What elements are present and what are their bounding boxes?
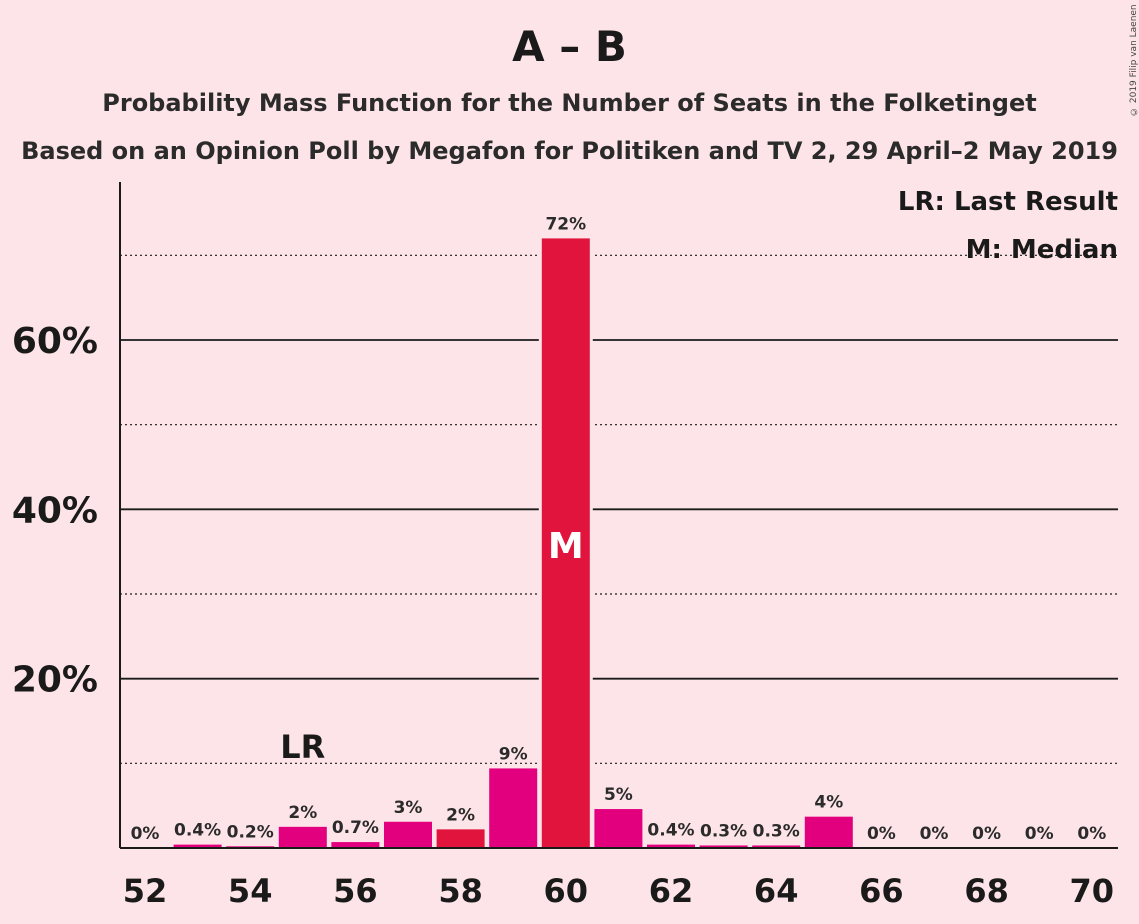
value-label-seat-53: 0.4%	[174, 821, 221, 841]
value-label-seat-69: 0%	[1025, 824, 1054, 844]
legend-last-result: LR: Last Result	[898, 187, 1118, 217]
bar-seat-61	[594, 809, 643, 848]
bar-seat-53	[173, 844, 222, 848]
x-tick-label: 66	[859, 872, 904, 910]
value-label-seat-55: 2%	[288, 803, 317, 823]
bars	[170, 237, 856, 848]
x-tick-label: 60	[544, 872, 589, 910]
bar-seat-60	[541, 238, 590, 848]
y-tick-label: 60%	[12, 321, 98, 362]
bar-seat-57	[384, 821, 432, 848]
bar-seat-58	[436, 829, 485, 848]
value-label-seat-68: 0%	[972, 824, 1001, 844]
value-label-seat-66: 0%	[867, 824, 896, 844]
median-marker: M	[548, 526, 584, 567]
bar-seat-59	[489, 768, 538, 848]
bar-seat-65	[804, 816, 853, 848]
y-tick-label: 40%	[12, 490, 98, 531]
x-tick-label: 58	[438, 872, 483, 910]
legend-median: M: Median	[966, 235, 1118, 265]
value-label-seat-63: 0.3%	[700, 821, 747, 841]
value-label-seat-56: 0.7%	[332, 818, 379, 838]
value-label-seat-54: 0.2%	[227, 822, 274, 842]
bar-seat-63	[699, 845, 748, 848]
x-tick-label: 70	[1070, 872, 1115, 910]
value-label-seat-59: 9%	[499, 744, 528, 764]
bar-seat-64	[752, 845, 801, 848]
x-tick-label: 64	[754, 872, 799, 910]
value-label-seat-61: 5%	[604, 785, 633, 805]
value-label-seat-57: 3%	[394, 798, 423, 818]
chart-source-subtitle: Based on an Opinion Poll by Megafon for …	[21, 137, 1118, 165]
value-label-seat-52: 0%	[131, 824, 160, 844]
value-labels: 0% 0.4% 0.2% 2% 0.7% 3% 2% 9% 72% 5% 0.4% 0.3% 0.3% 4…	[131, 214, 1107, 844]
axes: 20% 40% 60% 52 54 56 58 60 62 64 66 68 70	[12, 182, 1118, 910]
value-label-seat-67: 0%	[920, 824, 949, 844]
chart-title: A – B	[512, 22, 627, 71]
value-label-seat-70: 0%	[1077, 824, 1106, 844]
bar-seat-62	[647, 844, 695, 848]
value-label-seat-65: 4%	[814, 793, 843, 813]
value-label-seat-62: 0.4%	[647, 821, 694, 841]
x-tick-label: 68	[964, 872, 1009, 910]
chart-subtitle: Probability Mass Function for the Number…	[102, 89, 1037, 117]
bar-seat-55	[278, 826, 327, 848]
grid-lines	[120, 254, 1118, 764]
x-tick-label: 62	[649, 872, 694, 910]
bar-seat-56	[331, 842, 380, 848]
x-tick-label: 52	[123, 872, 168, 910]
last-result-marker: LR	[280, 728, 325, 766]
value-label-seat-58: 2%	[446, 805, 475, 825]
value-label-seat-60: 72%	[545, 214, 586, 234]
y-tick-label: 20%	[12, 660, 98, 701]
value-label-seat-64: 0.3%	[753, 821, 800, 841]
x-tick-label: 56	[333, 872, 378, 910]
x-tick-label: 54	[228, 872, 273, 910]
